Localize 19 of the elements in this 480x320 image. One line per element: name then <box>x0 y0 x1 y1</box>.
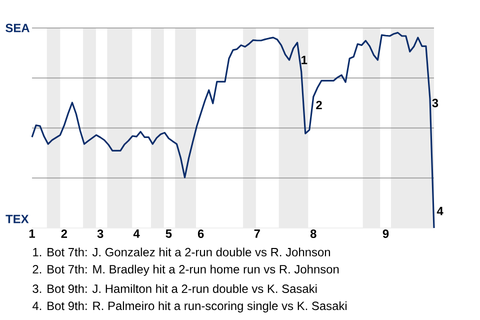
x-tick-label: 1 <box>29 230 35 238</box>
x-tick-label: 9 <box>382 230 389 238</box>
text: 4. Bot 9th: R. Palmeiro hit a run-scoring single vs K. Sasaki <box>32 301 347 312</box>
text: 3. Bot 9th: J. Hamilton hit a 2-run double vs K. Sasaki <box>32 284 317 293</box>
x-tick-label: 6 <box>198 230 204 238</box>
annotation: 1 <box>302 56 308 64</box>
ref-line-label: SEA <box>6 24 30 32</box>
annotation: 3 <box>432 98 438 108</box>
text: 1. Bot 7th: J. Gonzalez hit a 2-run double vs R. Johnson <box>33 248 330 256</box>
annotation: 2 <box>316 100 322 110</box>
x-tick-label: 2 <box>61 230 68 238</box>
x-tick-label: 4 <box>133 230 140 238</box>
text: 2. Bot 7th: M. Bradley hit a 2-run home run vs R. Johnson <box>32 264 339 276</box>
x-tick-label: 3 <box>97 230 104 238</box>
x-tick-label: 7 <box>254 230 260 238</box>
x-tick-label: 5 <box>166 230 172 238</box>
x-tick-label: 8 <box>310 230 316 238</box>
text: TEX <box>6 214 29 224</box>
text: 4 <box>436 206 444 216</box>
